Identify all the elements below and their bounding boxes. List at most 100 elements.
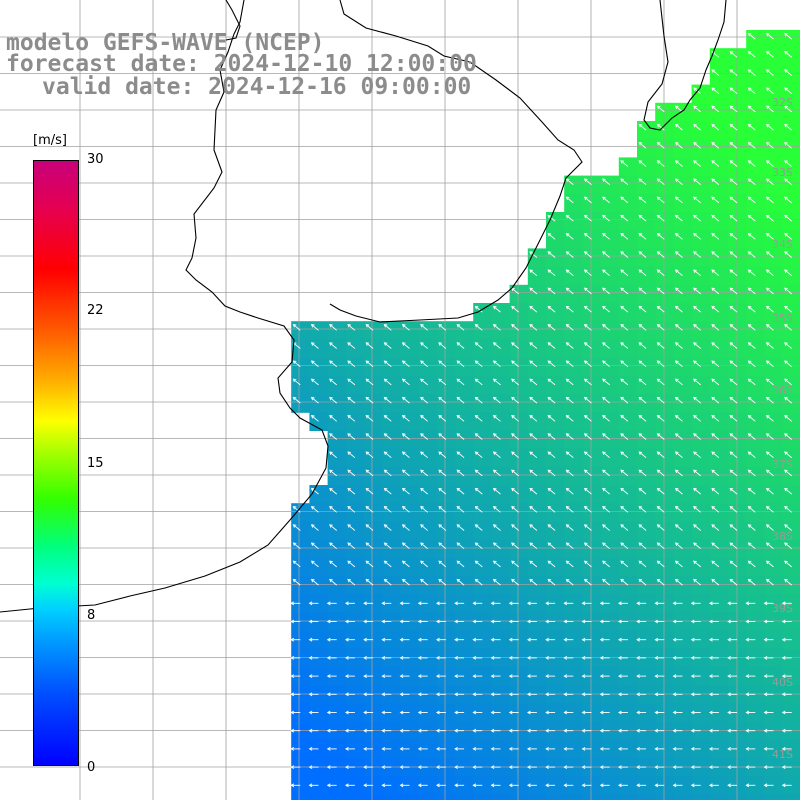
wind-speed-cell	[673, 648, 693, 668]
wind-speed-cell	[673, 703, 693, 723]
wind-speed-cell	[364, 739, 383, 759]
wind-arrow-head	[745, 747, 750, 751]
lat-label-40s: 40S	[772, 676, 793, 689]
wind-speed-cell	[364, 339, 383, 359]
wind-arrow-head	[654, 674, 659, 678]
wind-speed-cell	[600, 576, 620, 595]
wind-arrow-head	[511, 324, 515, 328]
wind-speed-cell	[436, 521, 456, 541]
wind-speed-cell	[564, 212, 583, 231]
wind-arrow	[657, 542, 665, 550]
wind-speed-cell	[655, 594, 674, 613]
wind-speed-cell	[491, 412, 511, 431]
wind-speed-cell	[491, 321, 511, 340]
wind-arrow-head	[620, 578, 624, 583]
wind-speed-cell	[564, 685, 583, 704]
wind-arrow-head	[347, 415, 351, 419]
wind-arrow-head	[784, 160, 788, 164]
wind-arrow-head	[490, 747, 495, 751]
wind-arrow	[475, 488, 483, 495]
wind-arrow-head	[656, 324, 661, 328]
wind-arrow-head	[547, 287, 552, 292]
wind-arrow-head	[784, 233, 788, 237]
wind-arrow	[693, 215, 701, 222]
wind-arrow-head	[674, 287, 679, 292]
wind-arrow	[584, 542, 592, 550]
wind-arrow-head	[620, 487, 624, 492]
wind-arrow	[602, 287, 610, 295]
wind-arrow	[620, 433, 629, 440]
wind-arrow-head	[729, 51, 734, 55]
wind-arrow-head	[747, 105, 752, 110]
wind-arrow-head	[490, 692, 495, 697]
wind-arrow-head	[456, 542, 461, 546]
wind-speed-cell	[509, 685, 529, 704]
wind-arrow-head	[329, 487, 333, 492]
wind-arrow-head	[711, 506, 715, 510]
wind-arrow	[729, 542, 738, 550]
wind-arrow-head	[435, 637, 440, 642]
wind-arrow-head	[545, 674, 549, 678]
wind-arrow	[529, 506, 538, 513]
wind-speed-cell	[582, 685, 602, 704]
wind-arrow	[784, 397, 792, 404]
wind-arrow-head	[490, 710, 495, 715]
wind-speed-cell	[382, 557, 401, 577]
wind-speed-cell	[600, 339, 620, 359]
wind-speed-cell	[673, 266, 693, 286]
wind-speed-cell	[728, 139, 747, 158]
wind-arrow	[547, 488, 556, 495]
wind-arrow	[675, 415, 683, 422]
wind-arrow-head	[784, 178, 788, 182]
wind-arrow	[620, 251, 629, 258]
wind-arrow	[748, 433, 756, 440]
wind-arrow	[693, 360, 701, 368]
wind-arrow-head	[765, 123, 770, 128]
wind-arrow	[729, 415, 738, 422]
wind-arrow	[693, 579, 701, 586]
wind-speed-cell	[546, 266, 565, 286]
wind-speed-cell	[673, 121, 693, 140]
wind-speed-cell	[709, 284, 729, 304]
wind-arrow-head	[492, 305, 497, 310]
wind-arrow-head	[745, 728, 750, 733]
wind-speed-cell	[455, 667, 474, 686]
wind-arrow-head	[435, 747, 440, 751]
wind-arrow	[511, 524, 519, 531]
wind-arrow	[566, 506, 574, 513]
wind-arrow	[766, 306, 774, 313]
wind-arrow-head	[617, 656, 622, 660]
wind-arrow-head	[784, 51, 788, 55]
wind-speed-cell	[618, 539, 638, 559]
wind-arrow	[766, 69, 774, 76]
wind-arrow	[602, 488, 610, 495]
wind-arrow	[711, 524, 720, 531]
wind-arrow-head	[708, 619, 713, 624]
wind-arrow-head	[583, 451, 588, 455]
wind-speed-cell	[582, 739, 602, 759]
wind-speed-cell	[618, 794, 638, 800]
wind-arrow	[766, 451, 774, 459]
wind-arrow	[347, 415, 356, 422]
wind-arrow-head	[693, 487, 697, 492]
wind-arrow-head	[290, 674, 295, 678]
wind-arrow-head	[583, 506, 588, 510]
wind-arrow	[456, 397, 465, 404]
wind-arrow-head	[763, 656, 768, 660]
wind-speed-cell	[746, 321, 765, 340]
wind-speed-cell	[637, 503, 656, 522]
wind-speed-cell	[637, 212, 656, 231]
wind-arrow-head	[492, 360, 497, 364]
wind-arrow-head	[602, 524, 606, 528]
wind-speed-cell	[455, 466, 474, 486]
wind-arrow-head	[492, 324, 497, 328]
wind-speed-cell	[291, 557, 310, 577]
wind-speed-cell	[600, 303, 620, 322]
wind-arrow	[711, 105, 720, 113]
wind-speed-cell	[364, 321, 383, 340]
wind-arrow-head	[526, 674, 531, 678]
wind-arrow-head	[435, 692, 440, 697]
wind-speed-cell	[600, 758, 620, 777]
wind-arrow-head	[492, 415, 497, 419]
